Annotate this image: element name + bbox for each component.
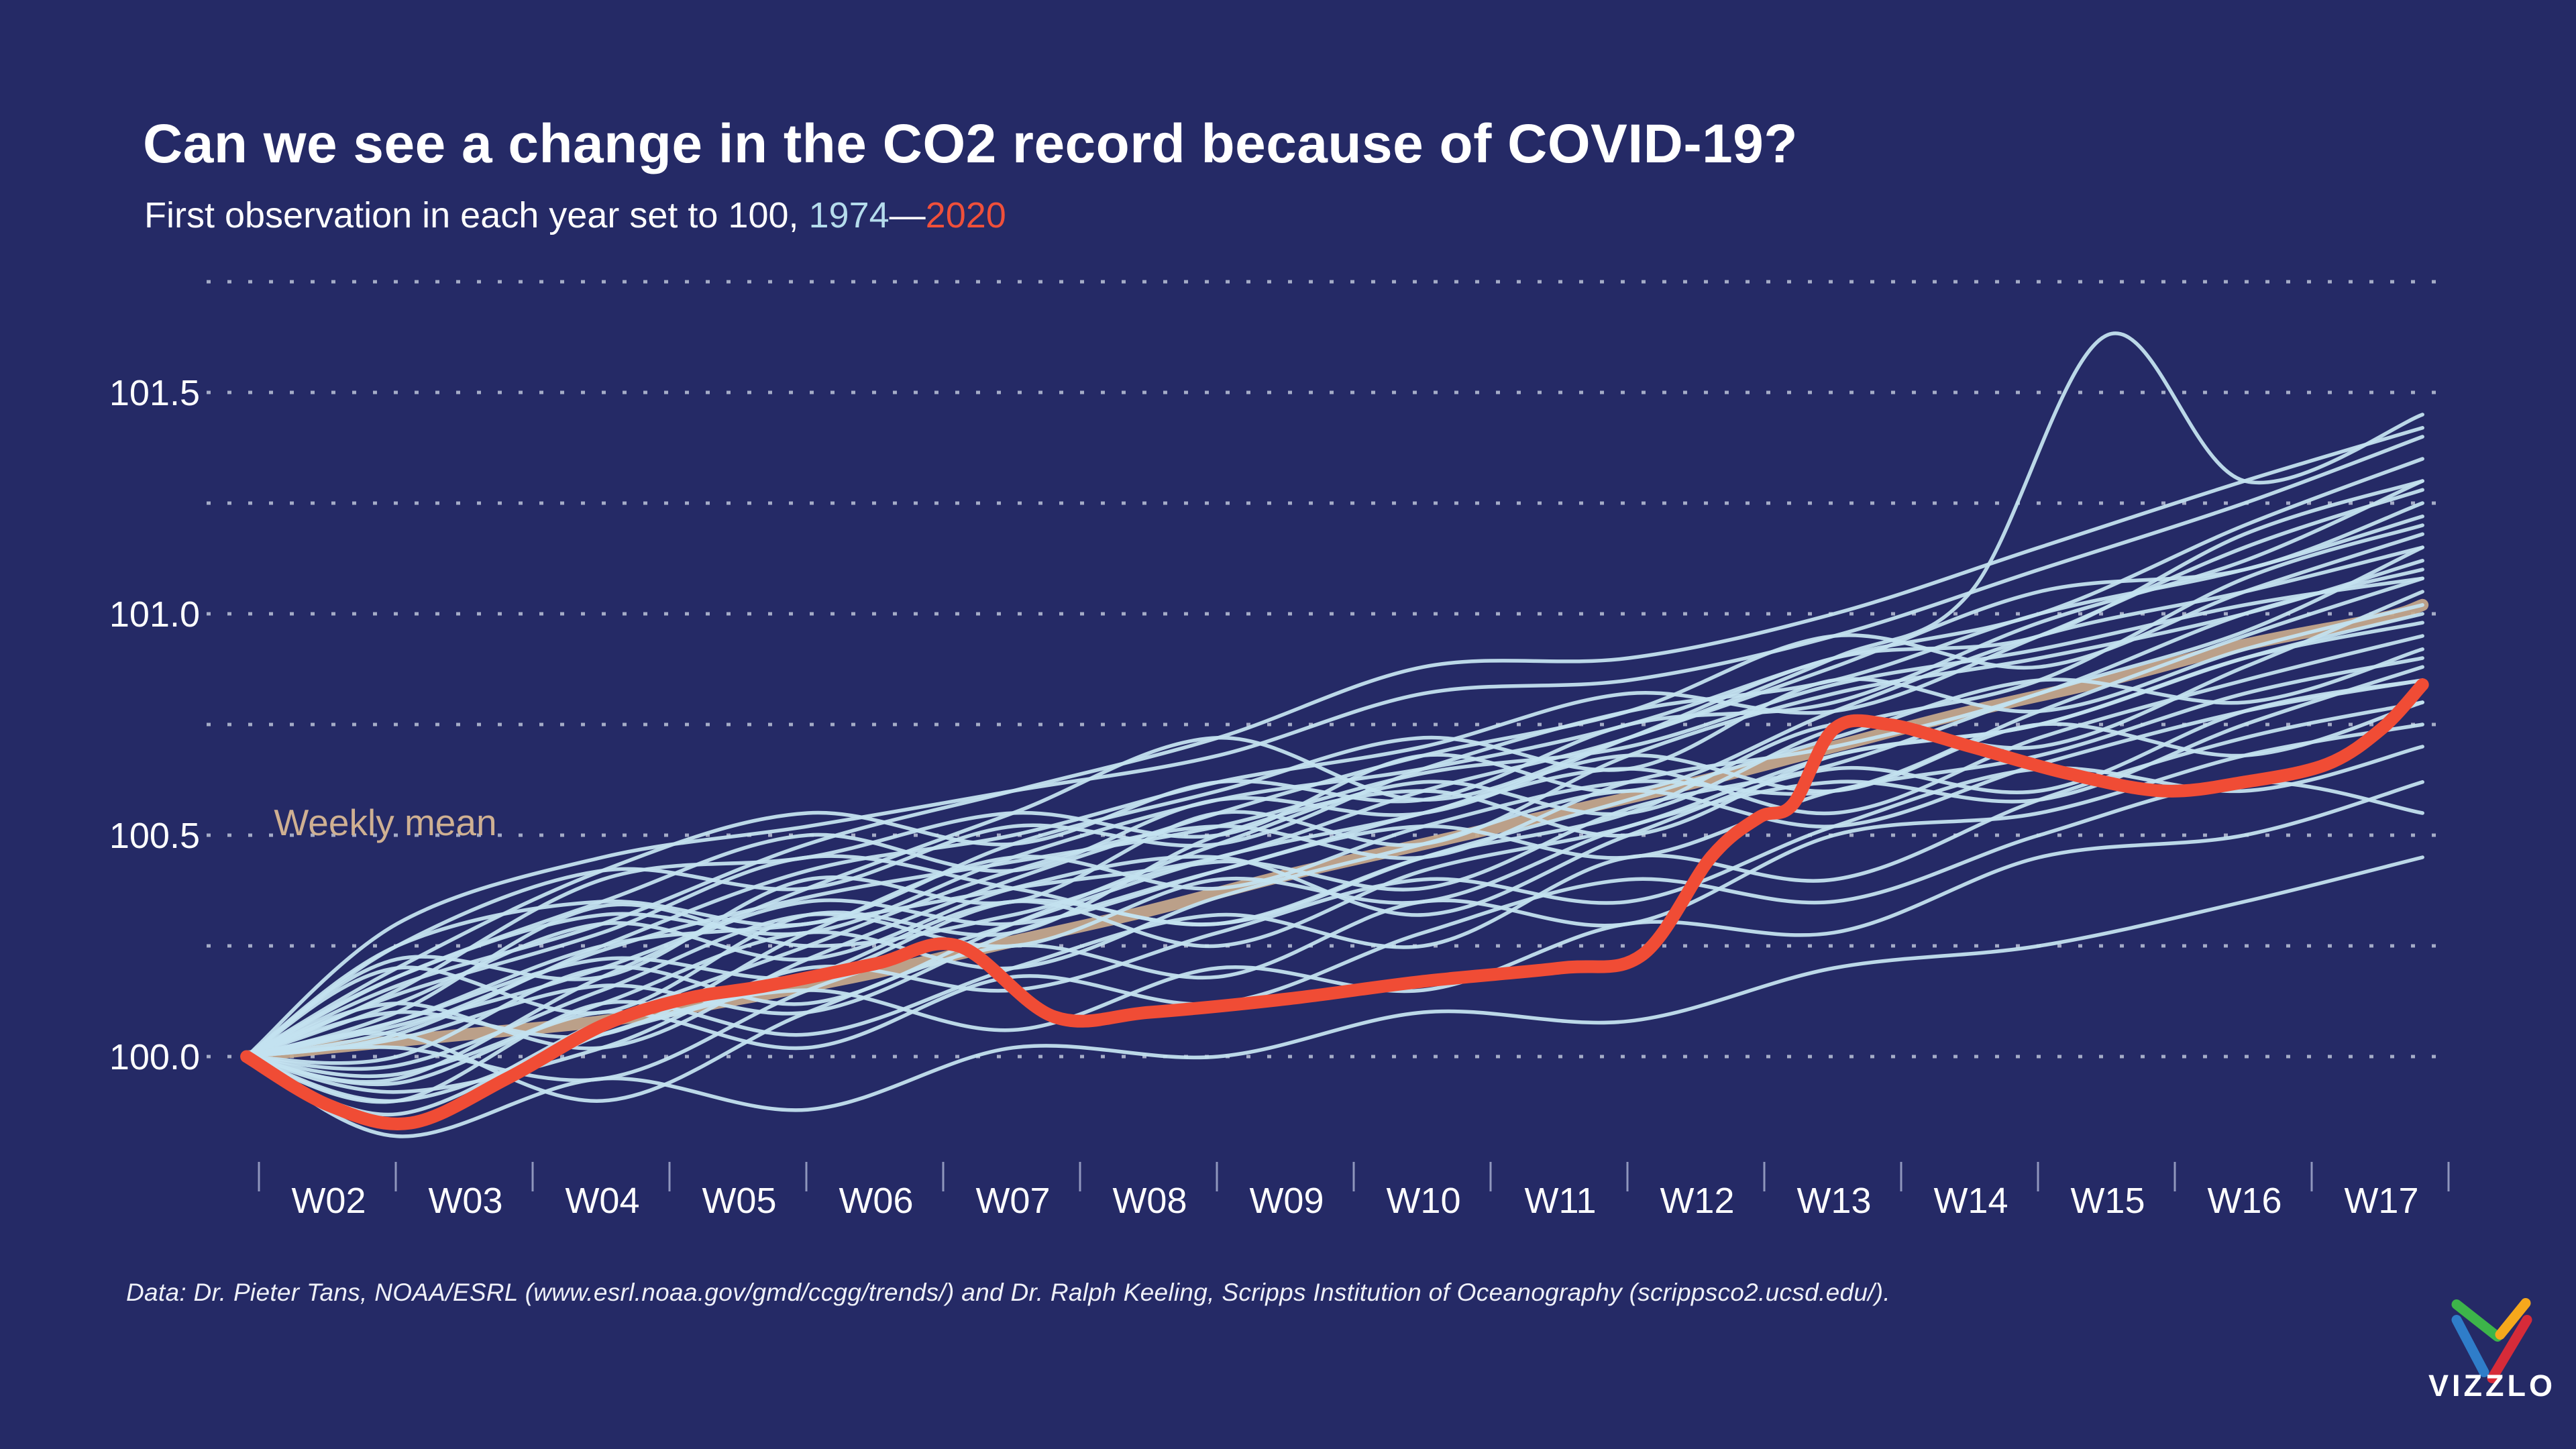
- year-line: [244, 722, 2424, 1103]
- year-line: [244, 678, 2424, 1078]
- vizzlo-wordmark: VIZZLO: [2428, 1368, 2556, 1403]
- year-line: [244, 780, 2424, 1087]
- x-axis-label: W12: [1660, 1181, 1734, 1221]
- year-line: [244, 435, 2424, 1059]
- x-axis-label: W04: [565, 1181, 639, 1221]
- subtitle-prefix: First observation in each year set to 10…: [144, 195, 809, 235]
- chart-subtitle: First observation in each year set to 10…: [144, 195, 1006, 236]
- x-axis-label: W13: [1796, 1181, 1871, 1221]
- logo-stroke-green: [2451, 1299, 2503, 1342]
- x-axis-label: W14: [1933, 1181, 2008, 1221]
- logo-stroke-red: [2487, 1315, 2532, 1383]
- line-2020: [240, 678, 2429, 1130]
- page-title: Can we see a change in the CO2 record be…: [143, 113, 1798, 174]
- y-axis-label: 100.0: [109, 1037, 200, 1077]
- subtitle-start-year: 1974: [808, 195, 890, 235]
- year-line: [244, 855, 2424, 1138]
- data-attribution: Data: Dr. Pieter Tans, NOAA/ESRL (www.es…: [126, 1279, 1890, 1306]
- year-line: [244, 576, 2424, 1059]
- year-line: [244, 665, 2424, 1071]
- year-line: [244, 488, 2424, 1059]
- x-axis-label: W06: [839, 1181, 913, 1221]
- x-axis-label: W09: [1249, 1181, 1324, 1221]
- logo-stroke-blue: [2451, 1315, 2489, 1377]
- subtitle-dash: —: [889, 195, 926, 235]
- year-line: [244, 568, 2424, 1117]
- year-line: [244, 426, 2424, 1059]
- y-axis-label: 101.5: [109, 373, 200, 413]
- x-axis-label: W07: [975, 1181, 1050, 1221]
- y-axis-label: 100.5: [109, 816, 200, 856]
- logo-stroke-orange: [2495, 1298, 2531, 1340]
- x-axis-label: W11: [1524, 1181, 1596, 1221]
- year-line: [244, 647, 2424, 1059]
- x-axis-label: W16: [2207, 1181, 2282, 1221]
- x-axis-label: W03: [428, 1181, 502, 1221]
- year-line: [244, 479, 2424, 1059]
- year-line: [244, 603, 2424, 1059]
- x-axis-label: W15: [2070, 1181, 2145, 1221]
- subtitle-end-year: 2020: [925, 195, 1006, 235]
- year-line: [244, 545, 2424, 1059]
- x-axis-label: W08: [1112, 1181, 1187, 1221]
- x-axis-label: W10: [1386, 1181, 1460, 1221]
- year-line: [244, 700, 2424, 1083]
- x-axis-label: W02: [291, 1181, 366, 1221]
- year-line: [244, 479, 2424, 1059]
- year-line: [244, 523, 2424, 1065]
- x-axis-label: W05: [702, 1181, 776, 1221]
- year-line: [244, 532, 2424, 1059]
- year-line: [244, 559, 2424, 1059]
- weekly-mean-annotation: Weekly mean: [274, 802, 496, 843]
- year-line: [244, 656, 2424, 1059]
- vizzlo-logo-icon: [2451, 1298, 2532, 1383]
- y-axis-label: 101.0: [109, 594, 200, 635]
- x-axis-label: W17: [2344, 1181, 2418, 1221]
